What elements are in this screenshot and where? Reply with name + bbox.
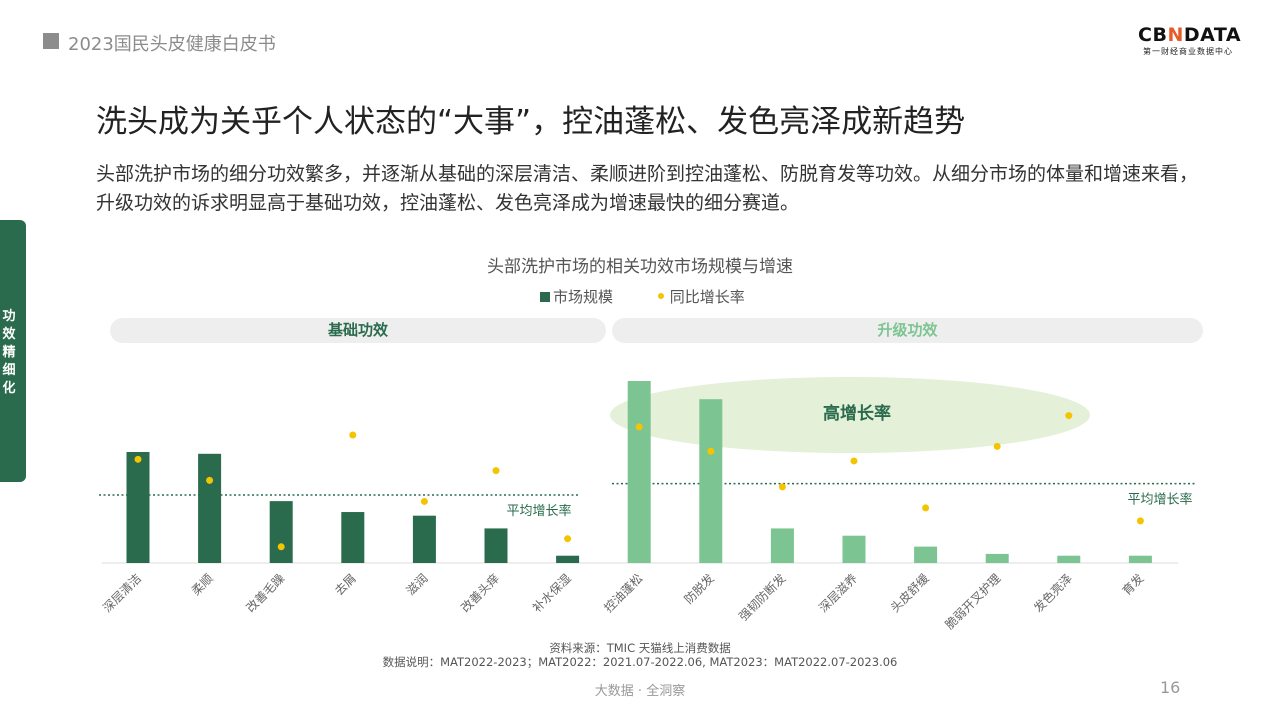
group-header-basic: 基础功效	[110, 318, 606, 343]
market-size-bar	[1057, 555, 1081, 563]
chart-title: 头部洗护市场的相关功效市场规模与增速	[487, 257, 793, 277]
side-section-tab	[0, 220, 26, 482]
market-size-bar	[269, 501, 293, 563]
category-tick-label: 深层清洁	[100, 571, 144, 615]
growth-rate-dot	[349, 431, 357, 439]
category-tick-label: 改善头痒	[458, 571, 503, 616]
source-line: 资料来源：TMIC 天猫线上消费数据	[549, 641, 731, 655]
legend-label-market-size: 市场规模	[553, 288, 614, 306]
header-square-marker	[43, 33, 59, 49]
slide-description: 头部洗护市场的细分功效繁多，并逐渐从基础的深层清洁、柔顺进阶到控油蓬松、防脱育发…	[96, 163, 1199, 214]
growth-rate-dot	[492, 467, 500, 475]
group-header-upgrade: 升级功效	[612, 318, 1203, 343]
logo-subtitle: 第一财经商业数据中心	[1143, 47, 1233, 56]
market-size-bar	[198, 453, 222, 563]
category-tick-label: 深层滋养	[816, 571, 861, 616]
growth-rate-dot	[707, 447, 715, 455]
growth-rate-dot	[420, 497, 428, 505]
market-size-bar	[412, 515, 436, 563]
average-growth-label: 平均增长率	[506, 503, 571, 519]
category-tick-label: 柔顺	[189, 571, 216, 598]
legend-label-growth-rate: 同比增长率	[669, 288, 745, 306]
footer-slogan: 大数据 · 全洞察	[594, 684, 686, 699]
category-tick-label: 脆弱开叉护理	[942, 571, 1004, 633]
growth-rate-dot	[1136, 517, 1144, 525]
market-size-bar	[341, 512, 365, 563]
average-growth-label: 平均增长率	[1127, 492, 1192, 508]
market-size-bar	[627, 381, 651, 563]
growth-rate-dot	[850, 457, 858, 465]
market-size-bar	[484, 528, 508, 563]
logo-text-cb: CB	[1138, 24, 1168, 46]
category-tick-label: 强韧防断发	[735, 571, 788, 624]
logo-text-data: DATA	[1183, 24, 1242, 46]
category-tick-label: 发色亮泽	[1030, 571, 1075, 616]
category-tick-label: 滋润	[404, 571, 431, 598]
logo-text-n: N	[1167, 24, 1184, 46]
category-tick-label: 防脱发	[681, 571, 717, 607]
chart-legend: 市场规模 同比增长率	[540, 286, 745, 307]
growth-rate-dot	[778, 483, 786, 491]
market-size-bar	[842, 535, 866, 563]
growth-rate-dot	[635, 423, 643, 431]
market-size-bar	[770, 528, 794, 563]
side-section-label: 功效精细化	[2, 309, 16, 396]
growth-rate-dot	[1065, 412, 1073, 420]
category-tick-label: 补水保湿	[529, 571, 574, 616]
slide-title: 洗头成为关乎个人状态的“大事”，控油蓬松、发色亮泽成新趋势	[96, 104, 966, 140]
page-number: 16	[1160, 678, 1181, 697]
data-source-note: 资料来源：TMIC 天猫线上消费数据 数据说明：MAT2022-2023；MAT…	[0, 641, 1280, 669]
market-size-bar	[914, 546, 938, 563]
category-tick-label: 育发	[1119, 571, 1147, 599]
high-growth-ellipse	[610, 377, 1090, 453]
report-title: 2023国民头皮健康白皮书	[68, 34, 276, 55]
legend-bar-swatch	[540, 292, 550, 302]
growth-rate-dot	[564, 535, 572, 543]
high-growth-annotation: 高增长率	[823, 403, 891, 424]
growth-rate-dot	[206, 476, 214, 484]
category-tick-label: 改善毛躁	[243, 571, 288, 616]
legend-dot-swatch	[657, 293, 664, 299]
market-size-bar	[1128, 555, 1152, 563]
category-tick-label: 头皮舒缓	[888, 571, 932, 615]
market-size-bar	[126, 451, 150, 563]
category-tick-label: 控油蓬松	[601, 571, 645, 615]
market-size-bar	[556, 555, 580, 563]
data-note-line: 数据说明：MAT2022-2023；MAT2022：2021.07-2022.0…	[382, 655, 898, 669]
growth-rate-dot	[134, 455, 142, 463]
cbndata-logo: CBNDATA 第一财经商业数据中心	[1138, 24, 1242, 57]
category-tick-label: 去屑	[332, 571, 359, 598]
market-size-bar	[985, 553, 1009, 563]
growth-rate-dot	[993, 442, 1001, 450]
growth-rate-dot	[277, 543, 285, 551]
market-size-bar	[699, 399, 723, 563]
growth-rate-dot	[922, 504, 930, 512]
